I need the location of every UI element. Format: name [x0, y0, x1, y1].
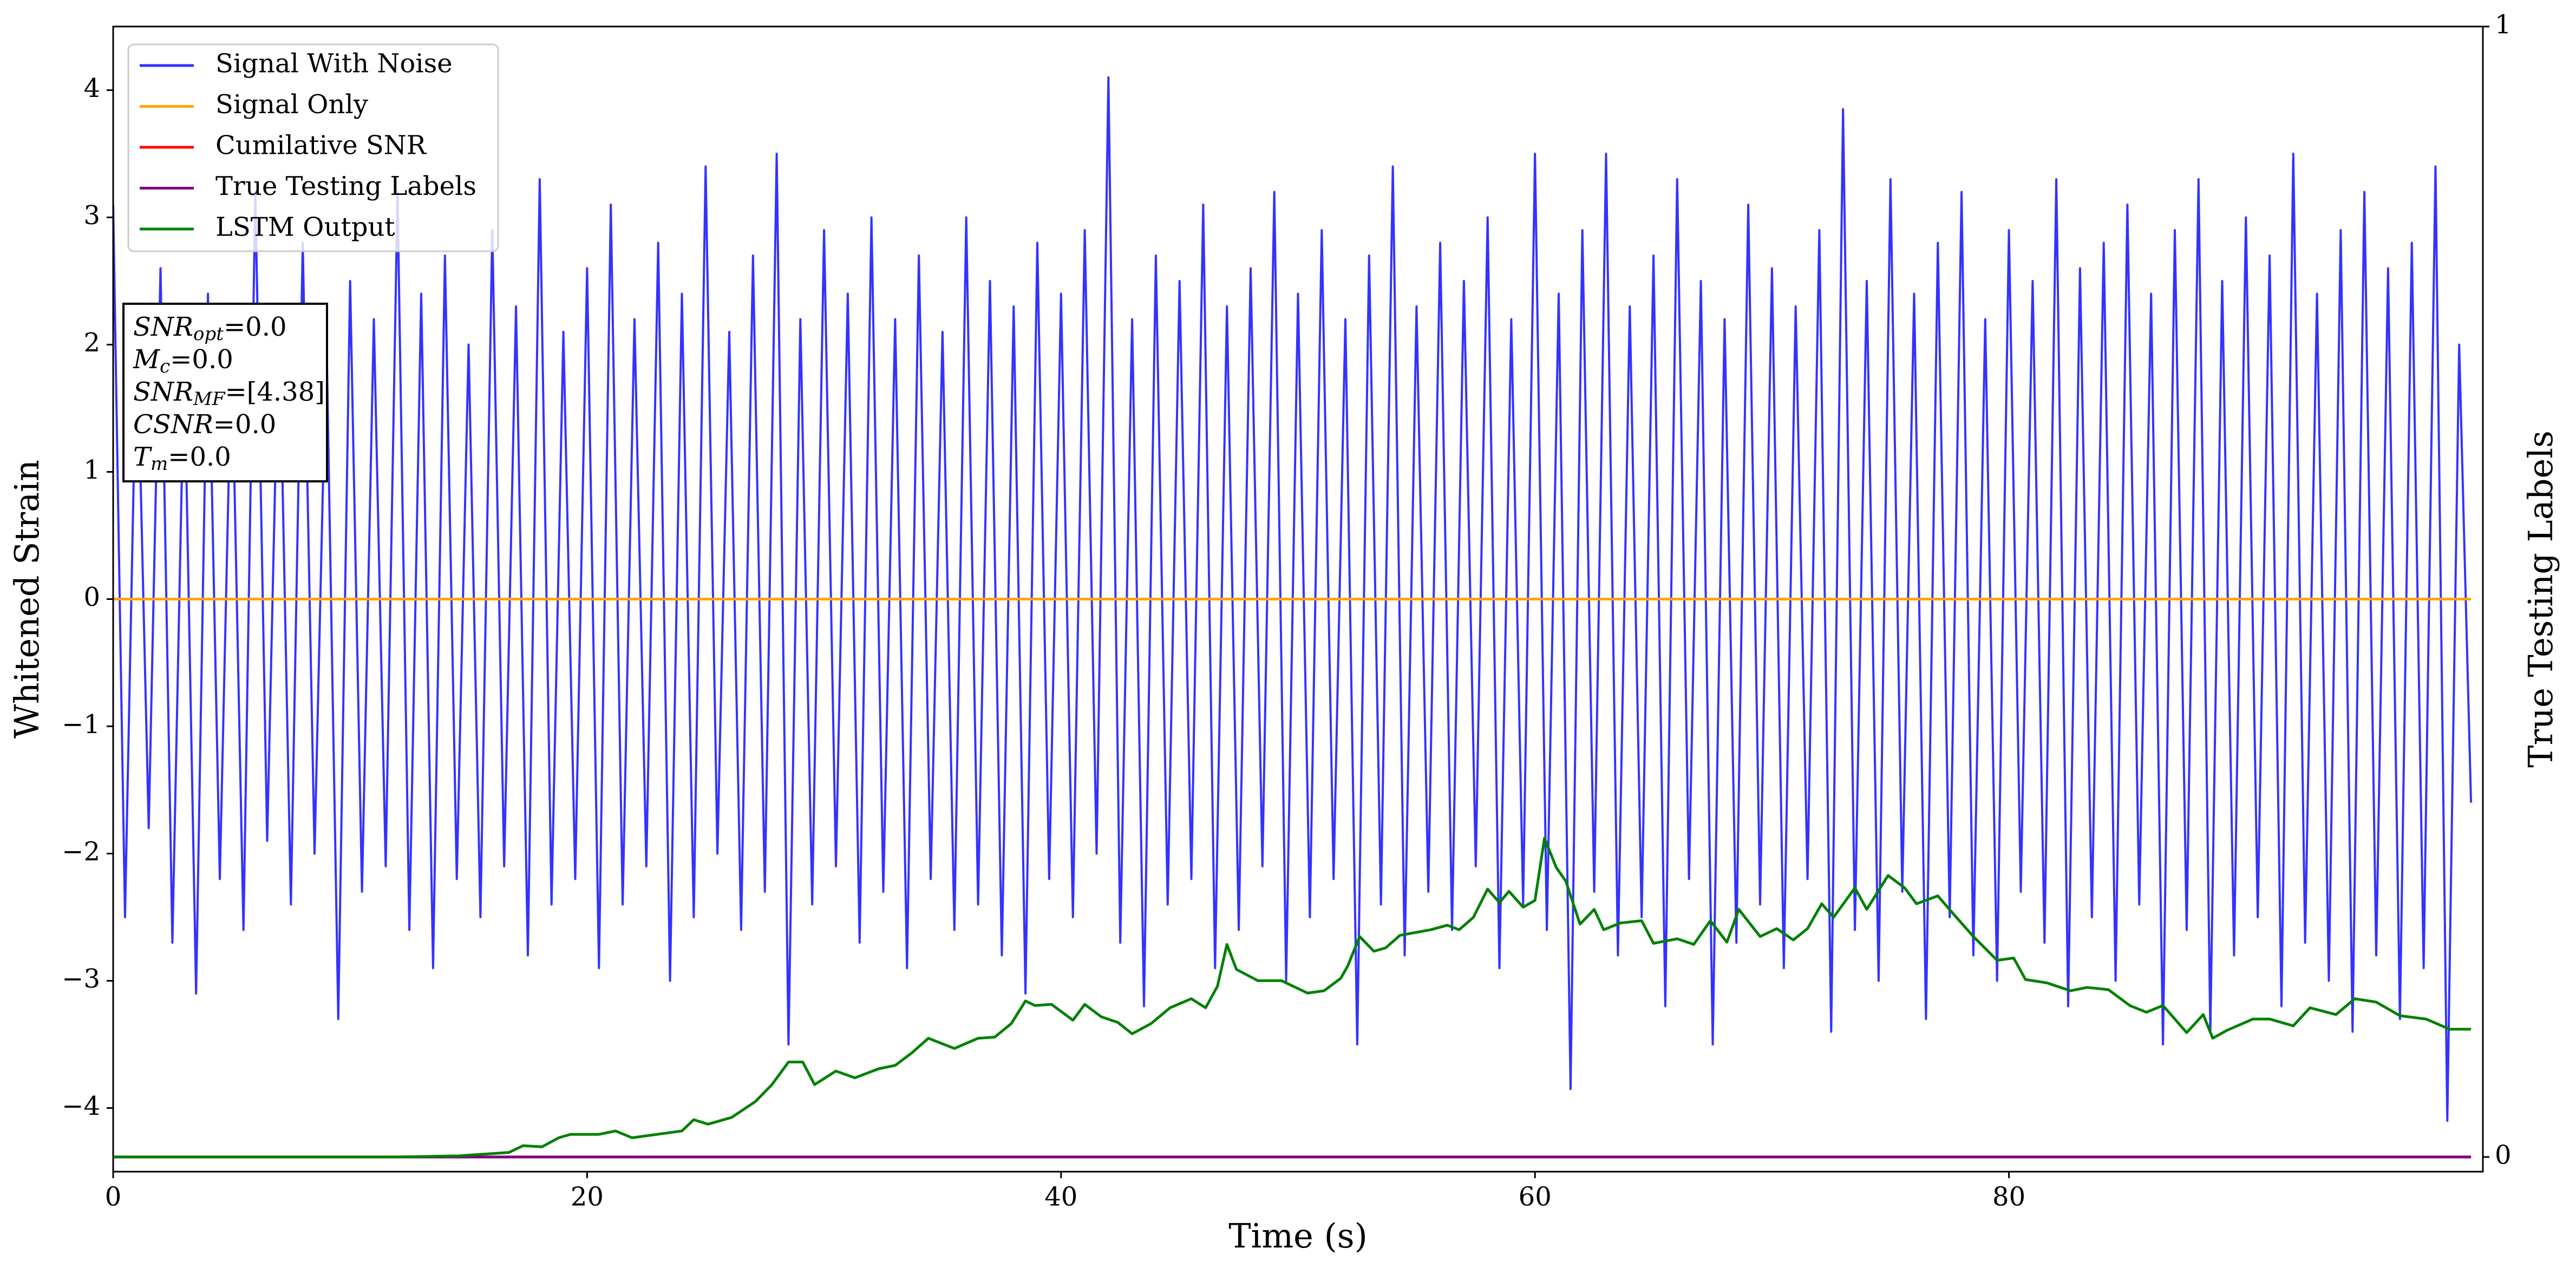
annotation-text: =0.0 [170, 344, 233, 375]
y-tick-label: 4 [83, 73, 100, 103]
annotation-text: =0.0 [213, 409, 277, 440]
y-tick-label: −4 [62, 1091, 100, 1121]
y-tick-label: −1 [62, 709, 100, 740]
x-tick-label: 0 [105, 1182, 122, 1212]
annotation-line: CSNR=0.0 [133, 409, 276, 440]
annotation-text: =0.0 [224, 312, 287, 342]
annotation-line: Tm=0.0 [133, 442, 231, 475]
annotation-subscript: opt [193, 323, 224, 345]
y-tick-label: −3 [62, 964, 100, 994]
y-tick-label: 0 [83, 582, 100, 612]
x-tick-label: 20 [571, 1182, 604, 1212]
annotation-symbol: M [133, 344, 161, 375]
legend-label: True Testing Labels [215, 171, 476, 201]
y2-tick-label: 1 [2495, 10, 2512, 40]
legend-label: LSTM Output [215, 212, 395, 243]
legend-label: Signal Only [215, 89, 368, 120]
series-line [113, 76, 2473, 1122]
annotation-subscript: m [151, 453, 168, 475]
annotation-symbol: SNR [133, 312, 193, 342]
annotation-subscript: MF [193, 388, 226, 410]
x-axis-label: Time (s) [1228, 1216, 1368, 1256]
legend-box [127, 43, 499, 252]
series-line [113, 837, 2472, 1159]
annotation-box [122, 303, 328, 482]
annotation-symbol: SNR [133, 377, 193, 407]
y-axis-label: Whitened Strain [7, 460, 47, 739]
y-tick-label: −2 [62, 837, 100, 867]
annotation-text: =[4.38] [225, 377, 325, 407]
legend-label: Signal With Noise [215, 49, 453, 79]
annotation-subscript: c [160, 356, 170, 377]
annotation-symbol: T [133, 442, 152, 472]
annotation-line: SNRMF=[4.38] [133, 377, 325, 410]
annotation-line: SNRopt=0.0 [133, 312, 287, 345]
x-tick-label: 80 [1992, 1182, 2025, 1212]
annotation-text: =0.0 [168, 442, 231, 472]
annotation-symbol: CSNR [133, 409, 213, 440]
legend-label: Cumilative SNR [215, 130, 427, 161]
y-tick-label: 3 [83, 200, 100, 231]
y-tick-label: 1 [83, 455, 100, 485]
y-tick-label: 2 [83, 328, 100, 358]
y2-tick-label: 0 [2495, 1140, 2512, 1170]
x-tick-label: 40 [1044, 1182, 1077, 1212]
x-tick-label: 60 [1519, 1182, 1552, 1212]
annotation-line: Mc=0.0 [133, 344, 233, 378]
y2-axis-label: True Testing Labels [2521, 430, 2560, 768]
